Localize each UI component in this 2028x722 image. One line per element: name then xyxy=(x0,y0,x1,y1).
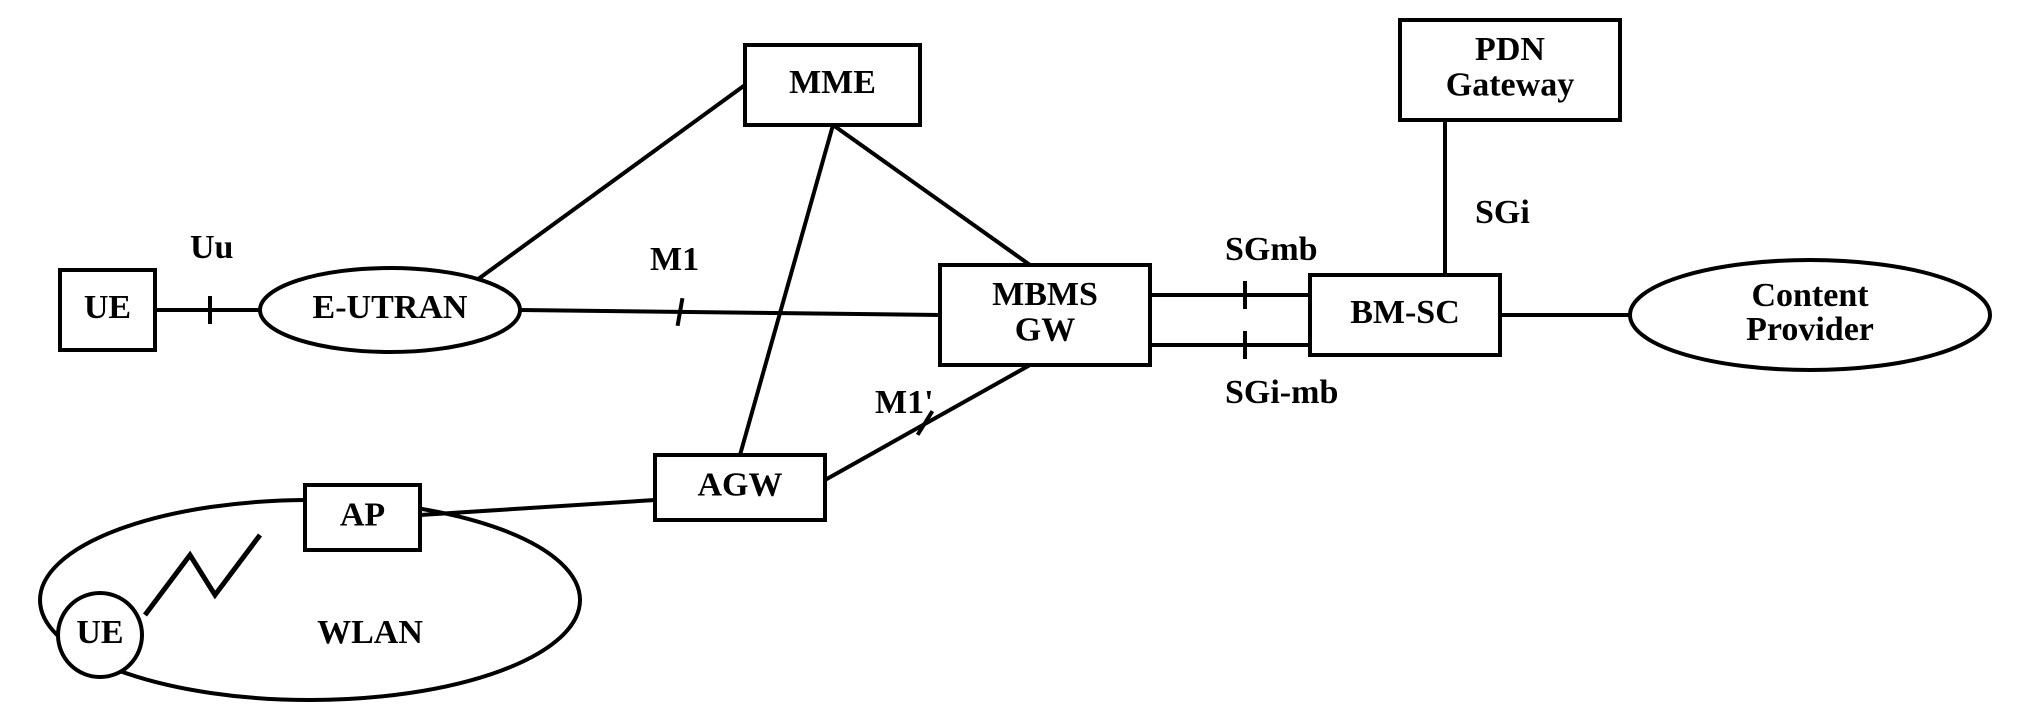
edge-eutran-mbms_gw xyxy=(520,310,940,315)
iface-label-SGi-mb: SGi-mb xyxy=(1225,374,1338,411)
label-ue_bot: UE xyxy=(76,614,123,651)
label-content-line0: Content xyxy=(1751,277,1869,314)
label-mme: MME xyxy=(789,64,876,101)
iface-label-M1': M1' xyxy=(875,384,934,421)
edge-mme-agw xyxy=(740,125,833,455)
label-content-line1: Provider xyxy=(1746,311,1874,348)
nodes-layer xyxy=(40,20,1990,700)
label-bm_sc: BM-SC xyxy=(1350,294,1460,331)
edge-mme-mbms_gw xyxy=(833,125,1030,265)
edge-eutran-mme xyxy=(470,85,745,285)
iface-label-M1: M1 xyxy=(650,241,699,278)
label-ue_top: UE xyxy=(84,289,131,326)
label-mbms_gw-line0: MBMS xyxy=(992,276,1098,313)
label-pdn_gw-line0: PDN xyxy=(1475,31,1545,68)
iface-label-SGmb: SGmb xyxy=(1225,231,1318,268)
edge-agw-ap xyxy=(420,500,655,515)
label-wlan: WLAN xyxy=(317,614,423,651)
label-agw: AGW xyxy=(698,466,783,503)
wireless-zigzag-icon xyxy=(145,535,260,615)
label-eutran: E-UTRAN xyxy=(313,289,468,326)
iface-label-SGi: SGi xyxy=(1475,194,1530,231)
label-pdn_gw-line1: Gateway xyxy=(1446,67,1574,104)
label-ap: AP xyxy=(340,496,385,533)
iface-label-Uu: Uu xyxy=(190,229,233,266)
label-mbms_gw-line1: GW xyxy=(1015,312,1075,349)
tick-M1 xyxy=(678,298,683,326)
